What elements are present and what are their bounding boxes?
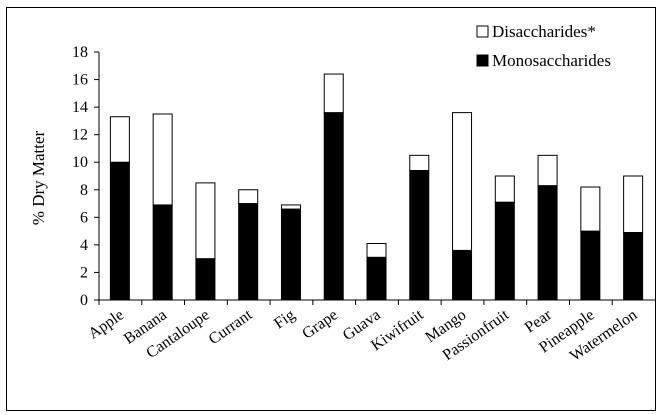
y-tick-label: 6 xyxy=(80,209,88,226)
bars-group xyxy=(109,73,644,301)
y-tick-label: 10 xyxy=(72,154,88,171)
bar-disaccharides xyxy=(366,243,387,258)
bar-monosaccharides xyxy=(452,249,473,301)
bar-disaccharides xyxy=(109,116,130,163)
x-category-label: Fig xyxy=(271,306,298,332)
bar-monosaccharides xyxy=(494,201,515,301)
y-tick-label: 0 xyxy=(80,292,88,309)
bar-monosaccharides xyxy=(623,231,644,301)
bar-disaccharides xyxy=(537,154,558,187)
y-tick-label: 8 xyxy=(80,182,88,199)
y-tick-label: 14 xyxy=(72,99,88,116)
y-tick-label: 12 xyxy=(72,127,88,144)
bar-monosaccharides xyxy=(409,169,430,301)
bar-monosaccharides xyxy=(537,185,558,301)
bar-monosaccharides xyxy=(366,256,387,301)
legend-label-disaccharides: Disaccharides* xyxy=(492,22,596,41)
y-tick-label: 16 xyxy=(72,72,88,89)
y-tick-label: 2 xyxy=(80,264,88,281)
bar-disaccharides xyxy=(580,186,601,232)
x-category-label: Currant xyxy=(206,306,256,348)
x-category-label: Grape xyxy=(299,306,341,342)
bar-monosaccharides xyxy=(152,204,173,301)
bar-monosaccharides xyxy=(109,161,130,301)
y-tick-label: 18 xyxy=(72,44,88,61)
x-category-label: Apple xyxy=(85,306,127,342)
bar-disaccharides xyxy=(152,113,173,206)
bar-monosaccharides xyxy=(195,258,216,301)
bar-disaccharides xyxy=(409,154,430,171)
legend-swatch-disaccharides xyxy=(476,25,489,38)
bar-disaccharides xyxy=(494,175,515,203)
bar-disaccharides xyxy=(623,175,644,233)
axes-group: 0 2 4 6 8 10 12 14 16 18 % Dry Matter xyxy=(29,44,655,309)
legend-label-monosaccharides: Monosaccharides xyxy=(492,51,611,70)
bar-monosaccharides xyxy=(238,203,259,301)
bar-monosaccharides xyxy=(280,208,301,301)
bar-monosaccharides xyxy=(580,230,601,301)
bar-monosaccharides xyxy=(323,112,344,301)
y-axis-title: % Dry Matter xyxy=(29,130,48,225)
y-tick-label: 4 xyxy=(80,237,88,254)
bar-disaccharides xyxy=(280,204,301,210)
bar-disaccharides xyxy=(195,182,216,260)
bar-disaccharides xyxy=(323,73,344,114)
legend: Disaccharides* Monosaccharides xyxy=(476,22,611,70)
bar-disaccharides xyxy=(452,112,473,251)
legend-swatch-monosaccharides xyxy=(476,54,489,67)
bar-disaccharides xyxy=(238,189,259,205)
